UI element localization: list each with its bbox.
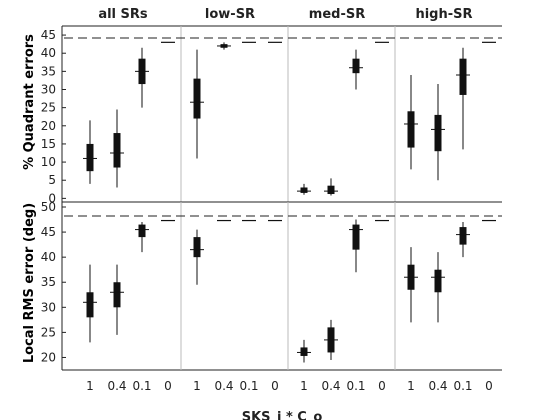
x-tick-label: 0.4 (321, 379, 340, 393)
iqr-box (86, 292, 94, 318)
y-tick-label: 20 (41, 350, 56, 364)
x-tick-label: 1 (86, 379, 94, 393)
y-tick-label: 25 (41, 101, 56, 115)
iqr-box (86, 143, 94, 172)
figure-labels: % Quadrant errors Local RMS error (deg) (22, 34, 37, 363)
y-tick-label: 35 (41, 64, 56, 78)
x-tick-label: 0.1 (239, 379, 258, 393)
group-title: med-SR (309, 7, 365, 22)
y-tick-label: 20 (41, 119, 56, 133)
x-tick-label: 0.1 (346, 379, 365, 393)
iqr-box (459, 227, 467, 245)
iqr-box (300, 187, 308, 193)
y-tick-label: 5 (48, 173, 56, 187)
top-ylabel: % Quadrant errors (22, 34, 37, 170)
iqr-box (113, 133, 121, 168)
x-tick-label: 0.1 (453, 379, 472, 393)
iqr-box (407, 111, 415, 148)
x-tick-label: 0 (164, 379, 172, 393)
x-tick-label: 0 (485, 379, 493, 393)
x-tick-label: 0.4 (214, 379, 233, 393)
iqr-box (459, 58, 467, 95)
y-tick-label: 35 (41, 275, 56, 289)
x-tick-label: 0.1 (132, 379, 151, 393)
y-tick-label: 40 (41, 46, 56, 60)
iqr-box (300, 347, 308, 356)
y-tick-label: 0 (48, 191, 56, 205)
x-tick-label: 1 (300, 379, 308, 393)
iqr-box (327, 185, 335, 195)
iqr-box (193, 237, 201, 258)
group-title: high-SR (415, 7, 472, 22)
y-tick-label: 40 (41, 250, 56, 264)
x-tick-label: 0 (378, 379, 386, 393)
y-tick-label: 50 (41, 200, 56, 214)
iqr-box (352, 224, 360, 250)
x-tick-label: 0.4 (107, 379, 126, 393)
iqr-box (434, 114, 442, 152)
iqr-box (352, 58, 360, 74)
iqr-box (193, 78, 201, 119)
group-title: all SRs (98, 7, 148, 22)
x-tick-label: 0.4 (428, 379, 447, 393)
x-tick-label: 1 (407, 379, 415, 393)
x-tick-label: 1 (193, 379, 201, 393)
iqr-box (113, 282, 121, 308)
y-tick-label: 25 (41, 325, 56, 339)
y-tick-label: 30 (41, 83, 56, 97)
y-tick-label: 15 (41, 137, 56, 151)
y-tick-label: 45 (41, 28, 56, 42)
bottom-ylabel: Local RMS error (deg) (22, 203, 37, 363)
x-tick-label: 0 (271, 379, 279, 393)
top-panel: 0 5 10 15 20 25 30 35 40 45 all SRs low-SR med-SR hig… (41, 7, 502, 205)
y-tick-label: 30 (41, 300, 56, 314)
group-title: low-SR (205, 7, 255, 22)
y-tick-label: 10 (41, 155, 56, 169)
iqr-box (138, 224, 146, 238)
iqr-box (434, 269, 442, 293)
x-axis-label: SKS_i * C_o (242, 410, 323, 420)
y-tick-label: 45 (41, 225, 56, 239)
